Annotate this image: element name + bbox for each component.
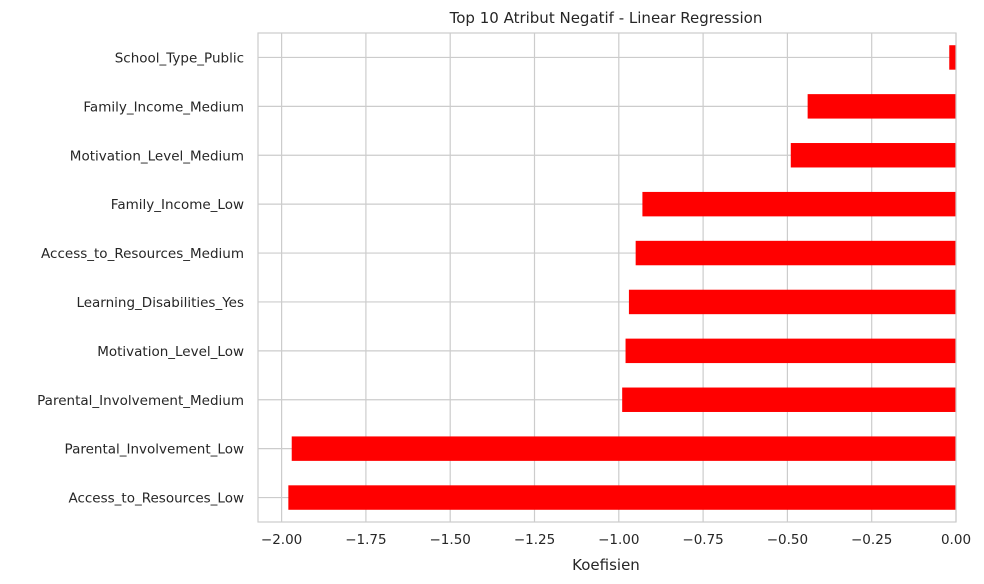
y-tick-label: Family_Income_Low [111, 197, 244, 213]
x-tick-label: −0.25 [851, 532, 892, 548]
y-tick-label: Access_to_Resources_Medium [41, 246, 244, 262]
x-tick-label: −1.00 [598, 532, 639, 548]
y-tick-label: School_Type_Public [115, 50, 244, 66]
chart-title: Top 10 Atribut Negatif - Linear Regressi… [449, 9, 763, 27]
plot-frame [257, 32, 957, 523]
bar [642, 191, 956, 217]
y-tick-label: Access_to_Resources_Low [68, 491, 244, 507]
bar [628, 289, 956, 315]
y-tick-labels: School_Type_Public Family_Income_Medium Mo… [37, 50, 244, 506]
plot-border [257, 32, 957, 523]
y-tick-label: Motivation_Level_Low [97, 344, 244, 360]
bar [622, 387, 956, 412]
x-tick-label: −1.25 [514, 532, 555, 548]
y-tick-label: Parental_Involvement_Medium [37, 393, 244, 409]
bar [291, 436, 956, 461]
x-tick-labels: −2.00 −1.75 −1.50 −1.25 −1.00 −0.75 −0.50 −0.25… [261, 532, 971, 548]
x-tick-label: −0.75 [682, 532, 723, 548]
x-tick-label: −2.00 [261, 532, 302, 548]
x-axis-label: Koefisien [572, 556, 640, 574]
y-tick-label: Parental_Involvement_Low [65, 442, 244, 458]
bar [625, 338, 956, 364]
y-tick-label: Family_Income_Medium [83, 99, 244, 115]
bar [288, 485, 956, 510]
bars-layer [288, 45, 956, 510]
bar [790, 143, 956, 168]
x-tick-label: 0.00 [941, 532, 971, 548]
bar [949, 45, 956, 70]
x-tick-label: −1.50 [430, 532, 471, 548]
x-tick-label: −0.50 [767, 532, 808, 548]
y-tick-label: Motivation_Level_Medium [70, 148, 244, 164]
x-tick-label: −1.75 [345, 532, 386, 548]
y-tick-label: Learning_Disabilities_Yes [76, 295, 244, 311]
bar [635, 240, 956, 266]
bar [807, 94, 956, 119]
